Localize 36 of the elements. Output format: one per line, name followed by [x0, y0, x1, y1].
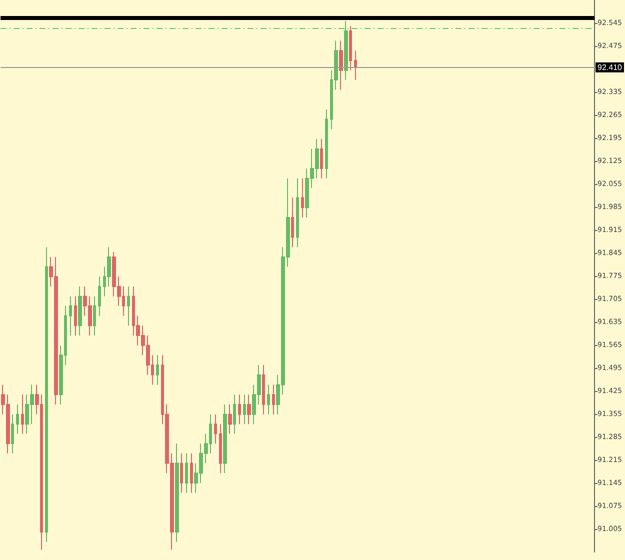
- candlestick: [74, 296, 77, 336]
- candlestick: [93, 296, 96, 336]
- candlestick: [291, 197, 294, 248]
- candlestick: [214, 414, 217, 444]
- candlestick: [301, 178, 304, 218]
- candlestick: [185, 452, 188, 494]
- candlestick: [190, 452, 193, 494]
- candlestick: [69, 296, 72, 336]
- candlestick: [45, 246, 48, 542]
- candlestick: [78, 286, 82, 336]
- candlestick: [98, 276, 101, 316]
- candlestick: [180, 452, 183, 494]
- candlestick: [156, 354, 159, 386]
- candlestick: [320, 138, 323, 179]
- candlestick: [233, 394, 236, 434]
- candlestick: [228, 404, 232, 434]
- candlestick: [325, 108, 328, 179]
- candlestick: [262, 364, 265, 415]
- candlestick: [219, 424, 222, 474]
- candlestick: [272, 384, 275, 415]
- candlestick: [238, 394, 241, 425]
- candlestick: [16, 404, 19, 434]
- candlestick: [349, 25, 352, 71]
- candlestick: [223, 404, 227, 474]
- candlestick: [175, 443, 179, 542]
- candlestick: [243, 394, 246, 425]
- candlestick: [267, 384, 270, 415]
- candlestick: [247, 394, 251, 425]
- candlestick: [127, 286, 130, 326]
- candlestick: [339, 40, 343, 90]
- candlestick: [344, 20, 348, 80]
- candlestick: [21, 394, 24, 434]
- candlestick: [11, 414, 14, 454]
- candlestick: [354, 50, 357, 80]
- candlestick: [296, 178, 299, 248]
- ref-line-label: 92.410: [598, 62, 623, 72]
